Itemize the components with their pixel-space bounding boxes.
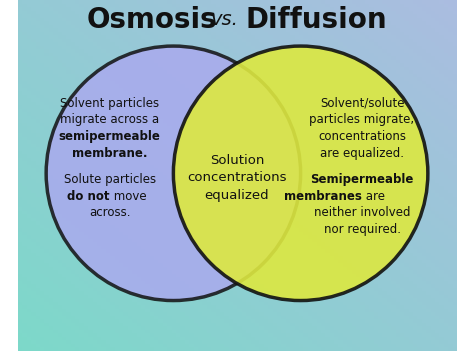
Text: semipermeable: semipermeable	[59, 130, 161, 143]
Text: Solute particles: Solute particles	[64, 173, 156, 186]
Text: Diffusion: Diffusion	[245, 6, 387, 34]
Text: vs.: vs.	[211, 10, 238, 29]
Text: concentrations: concentrations	[318, 130, 406, 143]
Text: Solvent/solute: Solvent/solute	[320, 97, 404, 110]
Text: are equalized.: are equalized.	[320, 147, 404, 160]
Text: concentrations: concentrations	[187, 171, 287, 184]
Text: Solvent particles: Solvent particles	[60, 97, 159, 110]
Text: membranes: membranes	[284, 190, 362, 203]
Text: membrane.: membrane.	[72, 147, 147, 160]
Text: equalized: equalized	[205, 189, 269, 202]
Text: neither involved: neither involved	[314, 206, 410, 219]
Text: Solution: Solution	[210, 154, 264, 167]
Text: nor required.: nor required.	[324, 223, 401, 236]
Text: Osmosis: Osmosis	[86, 6, 217, 34]
Text: move: move	[110, 190, 146, 203]
Circle shape	[46, 46, 301, 300]
Text: Semipermeable: Semipermeable	[310, 173, 414, 186]
Circle shape	[173, 46, 428, 300]
Text: migrate across a: migrate across a	[60, 113, 159, 126]
Text: do not: do not	[67, 190, 110, 203]
Text: particles migrate,: particles migrate,	[310, 113, 415, 126]
Text: are: are	[362, 190, 385, 203]
Text: across.: across.	[89, 206, 130, 219]
